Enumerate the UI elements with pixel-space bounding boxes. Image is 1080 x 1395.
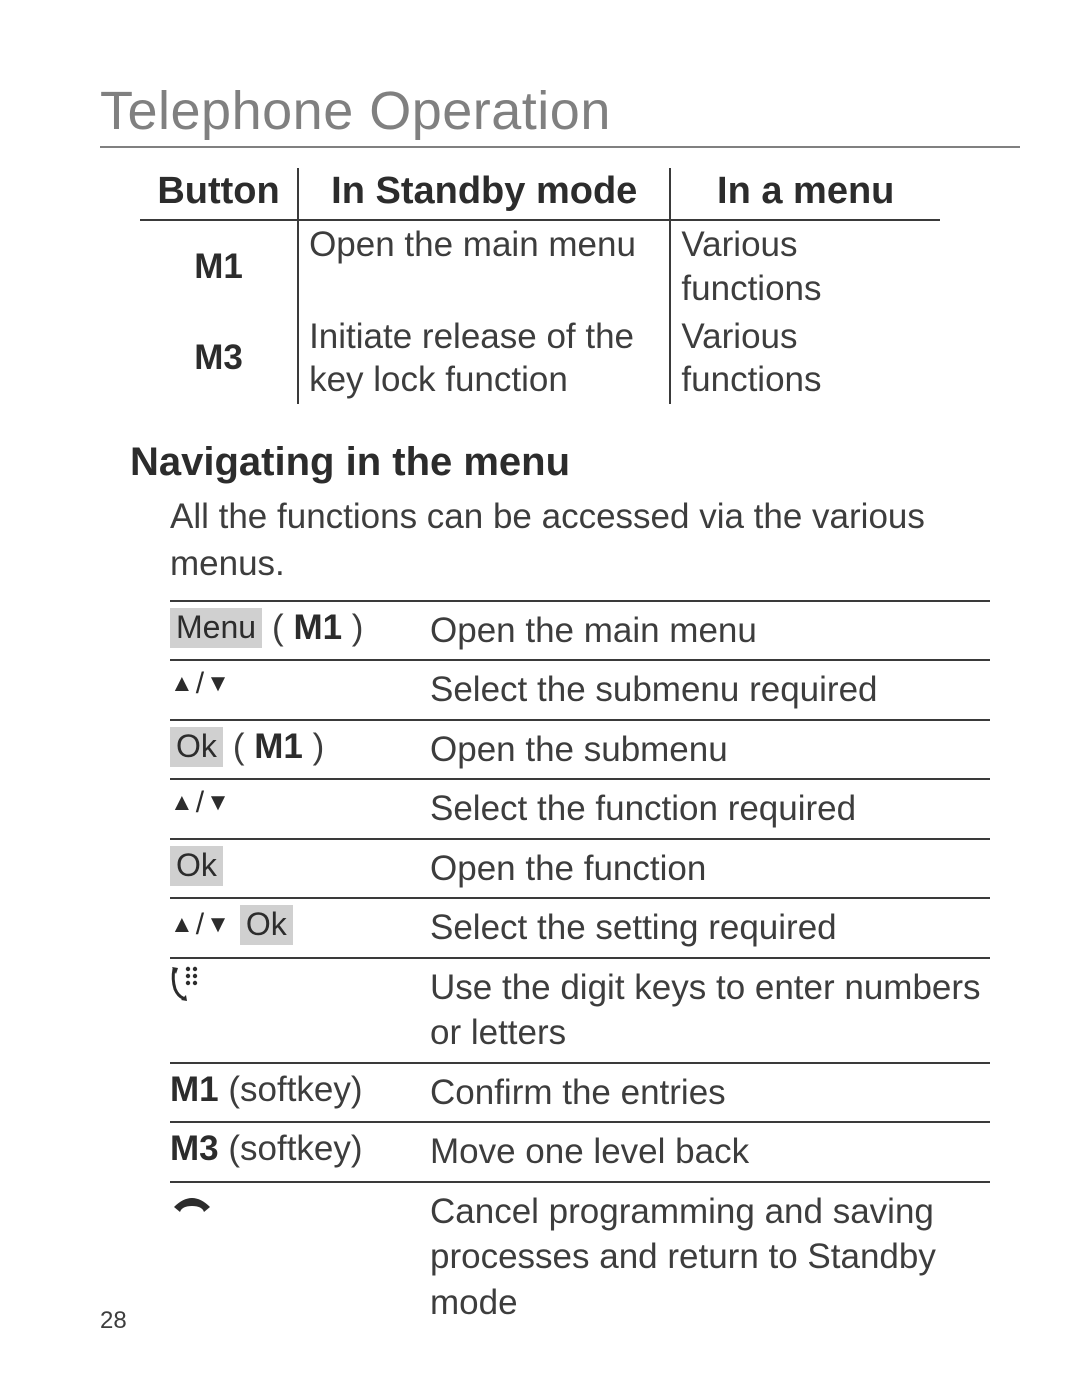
nav-key: ▲ / ▼ Ok xyxy=(170,905,430,945)
nav-row: ▲ / ▼ Select the submenu required xyxy=(170,661,990,721)
arrow-down-icon: ▼ xyxy=(206,791,230,815)
cell-menu: Various functions xyxy=(670,220,940,313)
softkey-m3: M3 (softkey) xyxy=(170,1129,363,1169)
arrow-updown-icon: ▲ / ▼ xyxy=(170,667,230,701)
nav-key: M1 (softkey) xyxy=(170,1070,430,1110)
th-standby: In Standby mode xyxy=(298,168,670,220)
arrow-up-icon: ▲ xyxy=(170,913,194,937)
nav-desc: Open the function xyxy=(430,846,990,892)
nav-row: ▲ / ▼ Ok Select the setting required xyxy=(170,899,990,959)
th-button: Button xyxy=(140,168,298,220)
nav-desc: Open the submenu xyxy=(430,727,990,773)
m1-label: M1 xyxy=(254,727,303,766)
nav-desc: Confirm the entries xyxy=(430,1070,990,1116)
arrow-up-icon: ▲ xyxy=(170,791,194,815)
nav-key: Ok xyxy=(170,846,430,886)
paren-open: ( xyxy=(233,727,245,766)
button-table: Button In Standby mode In a menu M1 Open… xyxy=(140,168,940,404)
cell-menu: Various functions xyxy=(670,313,940,405)
cell-button: M3 xyxy=(140,313,298,405)
paren-close: ) xyxy=(313,727,325,766)
nav-key xyxy=(170,965,430,1006)
nav-row: Cancel programming and saving processes … xyxy=(170,1183,990,1332)
chip-ok: Ok xyxy=(240,905,293,945)
nav-desc: Select the submenu required xyxy=(430,667,990,713)
table-row: M3 Initiate release of the key lock func… xyxy=(140,313,940,405)
nav-desc: Use the digit keys to enter numbers or l… xyxy=(430,965,990,1056)
nav-desc: Open the main menu xyxy=(430,608,990,654)
nav-key: M3 (softkey) xyxy=(170,1129,430,1169)
th-menu: In a menu xyxy=(670,168,940,220)
m1-bold: M1 xyxy=(170,1070,219,1109)
nav-key: Menu ( M1 ) xyxy=(170,608,430,648)
slash: / xyxy=(196,667,204,701)
nav-table: Menu ( M1 ) Open the main menu ▲ / ▼ Sel… xyxy=(170,600,990,1332)
nav-row: M3 (softkey) Move one level back xyxy=(170,1123,990,1183)
arrow-up-icon: ▲ xyxy=(170,672,194,696)
nav-row: Use the digit keys to enter numbers or l… xyxy=(170,959,990,1064)
slash: / xyxy=(196,786,204,820)
keypad-icon xyxy=(170,965,202,1006)
m1-label: M1 xyxy=(293,608,342,647)
nav-desc: Move one level back xyxy=(430,1129,990,1175)
nav-desc: Select the function required xyxy=(430,786,990,832)
nav-row: Ok ( M1 ) Open the submenu xyxy=(170,721,990,781)
paren-open: ( xyxy=(272,608,284,647)
chip-menu: Menu xyxy=(170,608,262,648)
intro-text: All the functions can be accessed via th… xyxy=(170,493,990,588)
nav-key xyxy=(170,1189,430,1220)
nav-key: ▲ / ▼ xyxy=(170,786,430,820)
cell-button: M1 xyxy=(140,220,298,313)
arrow-updown-icon: ▲ / ▼ xyxy=(170,786,230,820)
slash: / xyxy=(196,908,204,942)
cell-standby: Open the main menu xyxy=(298,220,670,313)
arrow-updown-icon: ▲ / ▼ xyxy=(170,908,230,942)
chip-ok: Ok xyxy=(170,727,223,767)
nav-row: M1 (softkey) Confirm the entries xyxy=(170,1064,990,1124)
nav-key: Ok ( M1 ) xyxy=(170,727,430,767)
table-row: M1 Open the main menu Various functions xyxy=(140,220,940,313)
paren-m1: ( M1 ) xyxy=(233,727,324,767)
nav-key: ▲ / ▼ xyxy=(170,667,430,701)
arrow-down-icon: ▼ xyxy=(206,913,230,937)
softkey-m1: M1 (softkey) xyxy=(170,1070,363,1110)
arrow-down-icon: ▼ xyxy=(206,672,230,696)
m3-bold: M3 xyxy=(170,1129,219,1168)
paren-close: ) xyxy=(352,608,364,647)
nav-row: Ok Open the function xyxy=(170,840,990,900)
page-title: Telephone Operation xyxy=(100,80,1020,148)
nav-desc: Select the setting required xyxy=(430,905,990,951)
section-heading: Navigating in the menu xyxy=(130,440,1020,485)
paren-m1: ( M1 ) xyxy=(272,608,363,648)
nav-desc: Cancel programming and saving processes … xyxy=(430,1189,990,1326)
cell-standby: Initiate release of the key lock functio… xyxy=(298,313,670,405)
softkey-word: (softkey) xyxy=(228,1070,362,1109)
softkey-word: (softkey) xyxy=(228,1129,362,1168)
hangup-icon xyxy=(170,1193,214,1220)
chip-ok: Ok xyxy=(170,846,223,886)
nav-row: Menu ( M1 ) Open the main menu xyxy=(170,602,990,662)
nav-row: ▲ / ▼ Select the function required xyxy=(170,780,990,840)
page-number: 28 xyxy=(100,1307,127,1335)
